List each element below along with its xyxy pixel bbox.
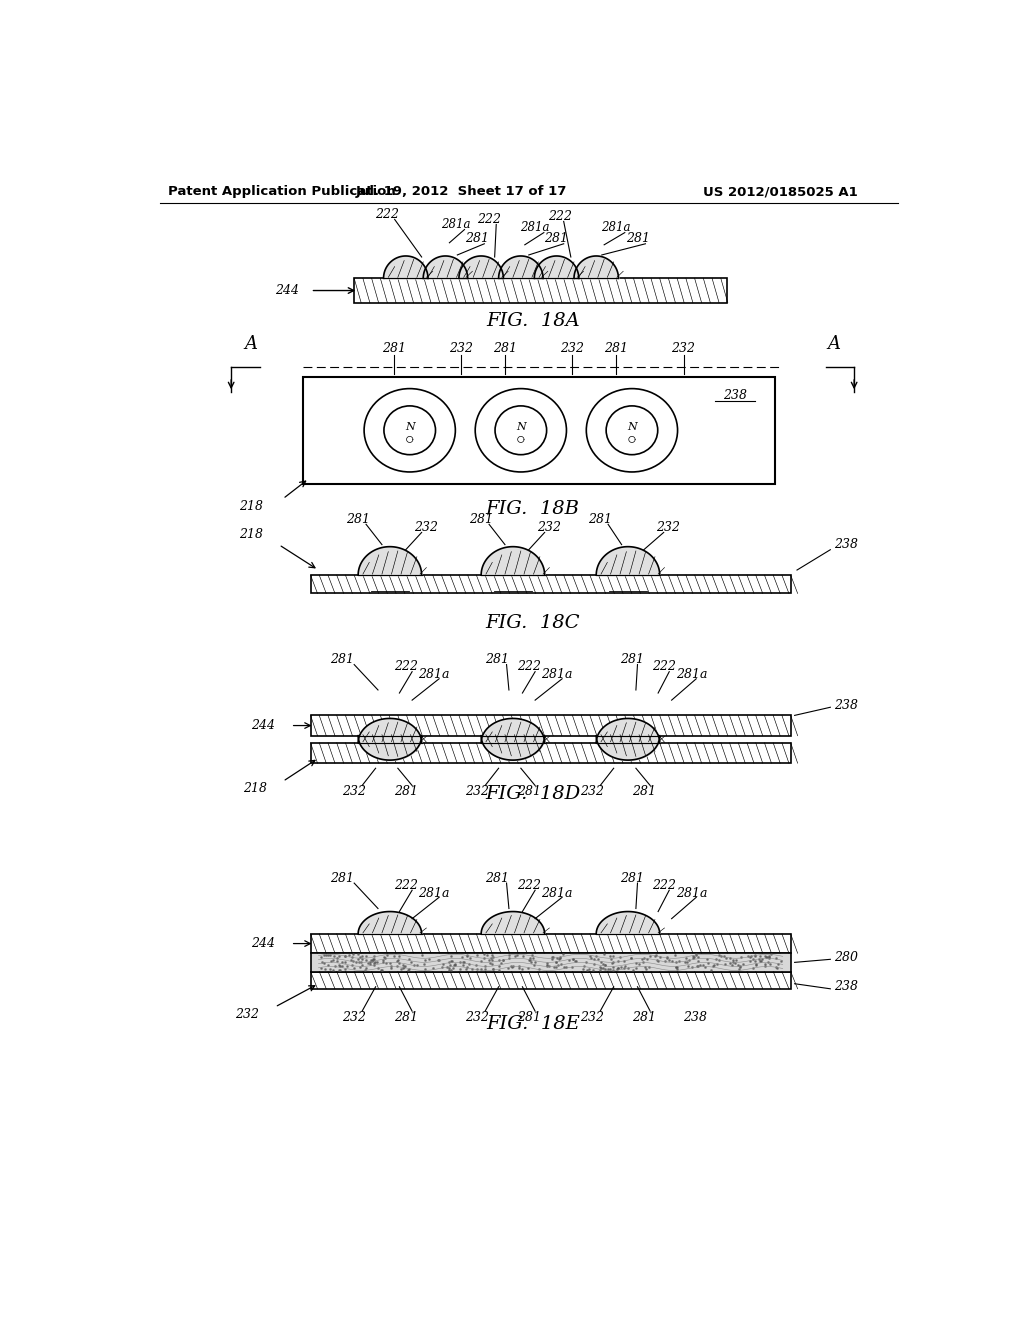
Text: 244: 244 [251, 937, 274, 950]
Text: Patent Application Publication: Patent Application Publication [168, 185, 395, 198]
Text: 281: 281 [517, 785, 541, 799]
Text: 281: 281 [485, 653, 509, 667]
Text: 232: 232 [560, 342, 585, 355]
Text: 232: 232 [581, 785, 604, 799]
Text: 222: 222 [549, 210, 572, 223]
Bar [310, 953, 791, 972]
Ellipse shape [475, 388, 566, 473]
Text: 218: 218 [239, 528, 263, 541]
Text: 222: 222 [517, 879, 541, 891]
Text: N: N [404, 422, 415, 432]
Text: US 2012/0185025 A1: US 2012/0185025 A1 [703, 185, 858, 198]
Text: 281a: 281a [441, 218, 470, 231]
Text: 281: 281 [394, 785, 418, 799]
Text: FIG.  18B: FIG. 18B [485, 500, 580, 517]
Ellipse shape [606, 405, 657, 454]
Text: FIG.  18E: FIG. 18E [485, 1015, 580, 1034]
Text: 232: 232 [234, 1007, 259, 1020]
Text: 222: 222 [394, 879, 418, 891]
Text: 222: 222 [394, 660, 418, 673]
Text: 281: 281 [517, 1011, 541, 1024]
Text: 281: 281 [469, 512, 494, 525]
Text: 222: 222 [376, 207, 399, 220]
Ellipse shape [384, 405, 435, 454]
Text: 222: 222 [651, 879, 676, 891]
Text: 232: 232 [342, 785, 367, 799]
Text: 281a: 281a [541, 887, 572, 900]
Text: 238: 238 [835, 698, 858, 711]
Text: 232: 232 [342, 1011, 367, 1024]
Text: 281: 281 [394, 1011, 418, 1024]
Text: 280: 280 [835, 950, 858, 964]
Text: 281a: 281a [520, 220, 550, 234]
Text: 238: 238 [835, 981, 858, 993]
Text: 281: 281 [485, 871, 509, 884]
Text: 281: 281 [632, 785, 655, 799]
Ellipse shape [587, 388, 678, 473]
Text: 281a: 281a [676, 887, 708, 900]
Text: N: N [627, 422, 637, 432]
Text: 222: 222 [517, 660, 541, 673]
Text: 232: 232 [414, 521, 437, 533]
Text: 244: 244 [251, 719, 274, 733]
Text: 281a: 281a [601, 220, 631, 234]
Text: 281: 281 [632, 1011, 655, 1024]
Ellipse shape [365, 388, 456, 473]
Text: 281: 281 [465, 232, 489, 246]
Text: 281: 281 [545, 232, 568, 246]
Text: A: A [827, 335, 841, 354]
Text: 281: 281 [331, 653, 354, 667]
Text: 232: 232 [537, 521, 560, 533]
Text: 281: 281 [346, 512, 370, 525]
Text: FIG.  18A: FIG. 18A [485, 312, 580, 330]
Text: 238: 238 [683, 1011, 708, 1024]
Text: FIG.  18D: FIG. 18D [485, 784, 581, 803]
Text: A: A [245, 335, 257, 354]
Text: Jul. 19, 2012  Sheet 17 of 17: Jul. 19, 2012 Sheet 17 of 17 [355, 185, 567, 198]
Text: 281a: 281a [418, 887, 450, 900]
Text: 218: 218 [239, 499, 263, 512]
Text: FIG.  18C: FIG. 18C [485, 614, 580, 632]
Text: 281: 281 [620, 871, 644, 884]
Text: 281: 281 [331, 871, 354, 884]
Text: 281: 281 [604, 342, 628, 355]
Text: 232: 232 [465, 785, 489, 799]
Ellipse shape [495, 405, 547, 454]
Text: 281: 281 [588, 512, 612, 525]
Bar [303, 378, 775, 483]
Text: 222: 222 [477, 213, 501, 226]
Text: 281: 281 [620, 653, 644, 667]
Text: 232: 232 [465, 1011, 489, 1024]
Text: 238: 238 [723, 388, 748, 401]
Text: 218: 218 [243, 781, 267, 795]
Text: 232: 232 [672, 342, 695, 355]
Text: 281a: 281a [418, 668, 450, 681]
Text: 232: 232 [450, 342, 473, 355]
Text: 244: 244 [274, 284, 299, 297]
Text: 281: 281 [493, 342, 517, 355]
Text: 238: 238 [835, 539, 858, 552]
Text: 232: 232 [581, 1011, 604, 1024]
Text: 281: 281 [382, 342, 406, 355]
Text: 281: 281 [627, 232, 650, 246]
Text: 232: 232 [655, 521, 680, 533]
Text: 281a: 281a [676, 668, 708, 681]
Text: N: N [516, 422, 525, 432]
Text: 281a: 281a [541, 668, 572, 681]
Text: 222: 222 [651, 660, 676, 673]
